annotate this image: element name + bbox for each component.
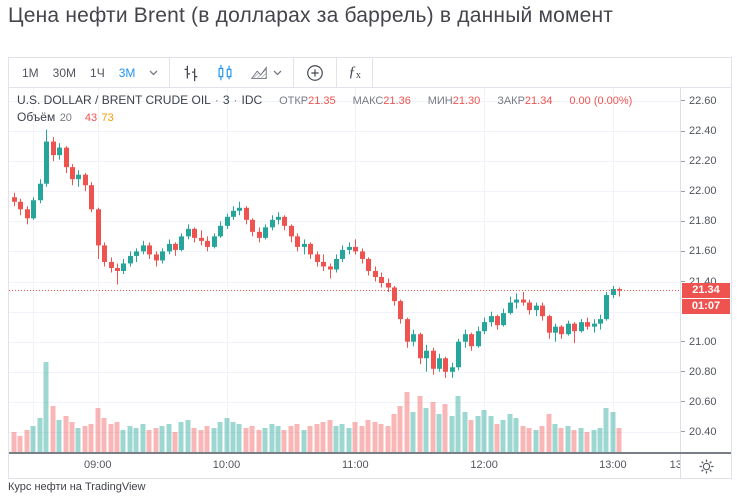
chart-type-area-button[interactable] [242,58,289,87]
tradingview-widget: 1М 30М 1Ч 3М [8,57,732,479]
chart-toolbar: 1М 30М 1Ч 3М [9,58,731,88]
time-tick-label: 11:00 [341,459,369,471]
timeframe-button-1h[interactable]: 1Ч [90,65,105,80]
price-tick-text: 20.40 [689,425,717,438]
circle-plus-icon [305,63,325,83]
bars-chart-icon [181,63,201,83]
price-tick-text: 21.60 [689,245,717,258]
chevron-down-icon [273,70,282,76]
price-axis[interactable]: 21.34 01:07 22.60 22.40 22.20 22.00 21.80 21.… [680,88,731,452]
toolbar-divider [293,58,295,87]
timeframe-button-3m-active[interactable]: 3М [118,65,136,80]
price-tick-label: 21.80 [681,215,731,227]
price-tick-label: 20.40 [681,426,731,438]
last-price-label: 21.34 [682,283,730,299]
time-tick-label: 10:00 [212,459,241,471]
toolbar-divider [336,58,338,87]
price-tick-text: 22.00 [689,185,717,198]
price-tick-text: 22.20 [689,155,717,168]
attribution-caption: Курс нефти на TradingView [8,481,146,493]
timeframe-button-30m[interactable]: 30М [52,65,77,80]
time-tick-label: 13: [669,459,680,471]
price-tick-dash [681,250,685,252]
timeframe-menu-button[interactable] [142,58,165,87]
time-tick-label: 12:00 [470,459,498,471]
price-tick-dash [681,100,685,102]
axis-settings-corner[interactable] [680,454,731,478]
bar-countdown-label: 01:07 [682,299,730,315]
price-tick-text: 20.80 [689,365,717,378]
timeframe-button-1m[interactable]: 1М [22,65,39,80]
axis-separator-line [9,452,731,454]
price-tick-label: 22.00 [681,185,731,197]
price-tick-dash [681,401,685,403]
candles-chart-icon [215,63,235,83]
chart-type-candles-button-active[interactable] [208,58,242,87]
price-tick-label: 22.40 [681,125,731,137]
chevron-down-icon [149,70,158,76]
price-tick-label: 22.60 [681,95,731,107]
price-tick-label: 21.60 [681,245,731,257]
price-tick-dash [681,160,685,162]
price-tick-text: 21.80 [689,215,717,228]
price-tick-dash [681,220,685,222]
compare-button[interactable] [298,58,332,87]
time-axis[interactable]: 09:00 10:00 11:00 12:00 13:00 13: [9,454,680,478]
fx-indicators-icon: ƒx [348,64,361,81]
time-tick-label: 09:00 [83,459,112,471]
price-tick-label: 20.80 [681,366,731,378]
time-tick-label: 13:00 [599,459,627,471]
page-title: Цена нефти Brent (в долларах за баррель)… [8,4,614,27]
price-tick-text: 22.40 [689,125,717,138]
price-tick-dash [681,281,685,282]
price-tick-dash [681,130,685,132]
chart-area: U.S. DOLLAR / BRENT CRUDE OIL · 3 · IDC ОТКР… [9,88,731,478]
price-tick-text: 22.60 [689,94,717,107]
price-tick-label: 22.20 [681,155,731,167]
chart-pane[interactable]: U.S. DOLLAR / BRENT CRUDE OIL · 3 · IDC ОТКР… [9,88,680,452]
settings-gear-icon [699,459,714,474]
area-chart-icon [249,63,269,83]
price-tick-dash [681,341,685,343]
chart-type-bars-button[interactable] [174,58,208,87]
chart-canvas [9,88,680,452]
price-tick-dash [681,431,685,433]
price-tick-text: 21.00 [689,335,717,348]
price-tick-label: 21.00 [681,336,731,348]
price-tick-text: 20.60 [689,395,717,408]
price-tick-dash [681,371,685,373]
toolbar-divider [169,58,171,87]
indicators-button[interactable]: ƒx [341,58,368,87]
toolbar-divider [371,58,373,87]
price-tick-dash [681,190,685,192]
price-tick-label: 20.60 [681,396,731,408]
